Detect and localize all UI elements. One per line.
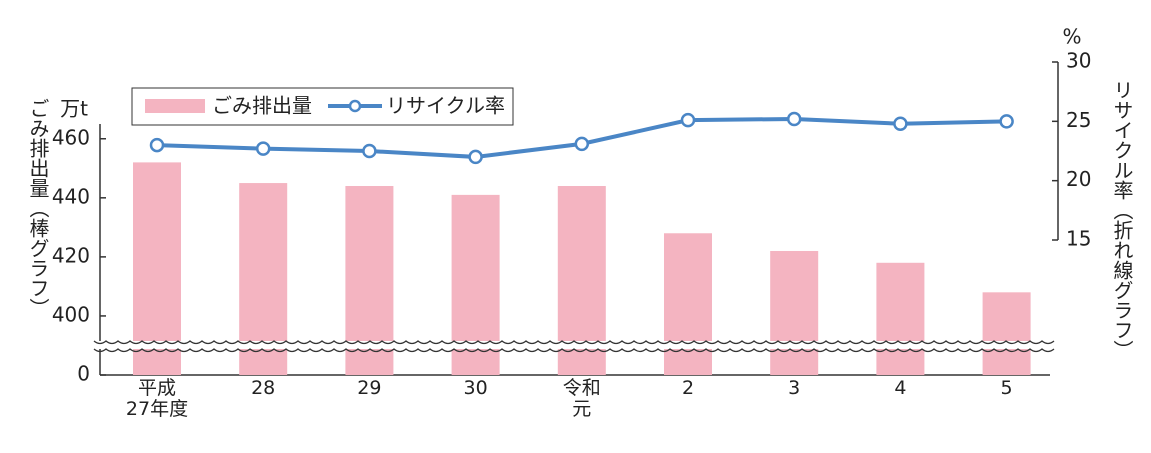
- y-axis-title: ごみ排出量（棒グラフ）: [26, 98, 50, 318]
- line-marker: [149, 137, 165, 153]
- legend-label: リサイクル率: [386, 94, 505, 118]
- y2-axis-title: リサイクル率（折れ線グラフ）: [1110, 80, 1134, 360]
- y2-tick-label: 20: [1066, 167, 1091, 191]
- line-marker: [999, 114, 1014, 129]
- x-tick-label: 30: [463, 377, 488, 399]
- x-tick-label: 平成 27年度: [125, 377, 189, 420]
- y-tick-label: 400: [52, 302, 90, 326]
- line-marker: [786, 111, 802, 127]
- x-tick-label: 令和 元: [562, 377, 601, 420]
- bar: [770, 250, 819, 375]
- x-tick-label: 2: [681, 377, 695, 399]
- y2-tick-label: 15: [1066, 227, 1091, 251]
- legend-label: ごみ排出量: [212, 94, 312, 118]
- line-marker: [893, 116, 908, 131]
- y-tick-label: 440: [52, 184, 90, 208]
- bar: [982, 292, 1031, 375]
- x-tick-label: 28: [251, 377, 276, 399]
- y-tick-label: 460: [52, 125, 90, 149]
- line-marker: [362, 143, 377, 159]
- line-marker: [255, 141, 271, 156]
- bar: [664, 233, 712, 375]
- bar: [133, 162, 181, 375]
- y2-unit: %: [1062, 25, 1081, 49]
- axis-break: [93, 340, 1055, 345]
- y-unit: 万t: [60, 97, 88, 121]
- axis-break: [93, 348, 1055, 353]
- line-marker: [680, 112, 696, 128]
- x-tick-label: 3: [788, 377, 801, 399]
- x-tick-label: 4: [894, 377, 907, 399]
- legend-swatch: [145, 99, 205, 113]
- y-tick-label: 0: [77, 362, 90, 386]
- bar: [876, 262, 925, 375]
- x-tick-label: 5: [1000, 377, 1013, 399]
- x-tick-label: 29: [357, 377, 382, 399]
- y2-tick-label: 25: [1066, 108, 1091, 132]
- legend-swatch: [348, 99, 362, 113]
- y-tick-label: 420: [52, 243, 90, 267]
- y2-tick-label: 30: [1066, 49, 1091, 73]
- line-marker: [468, 149, 483, 165]
- line-marker: [574, 136, 590, 152]
- axis-break-gap: [92, 341, 1062, 349]
